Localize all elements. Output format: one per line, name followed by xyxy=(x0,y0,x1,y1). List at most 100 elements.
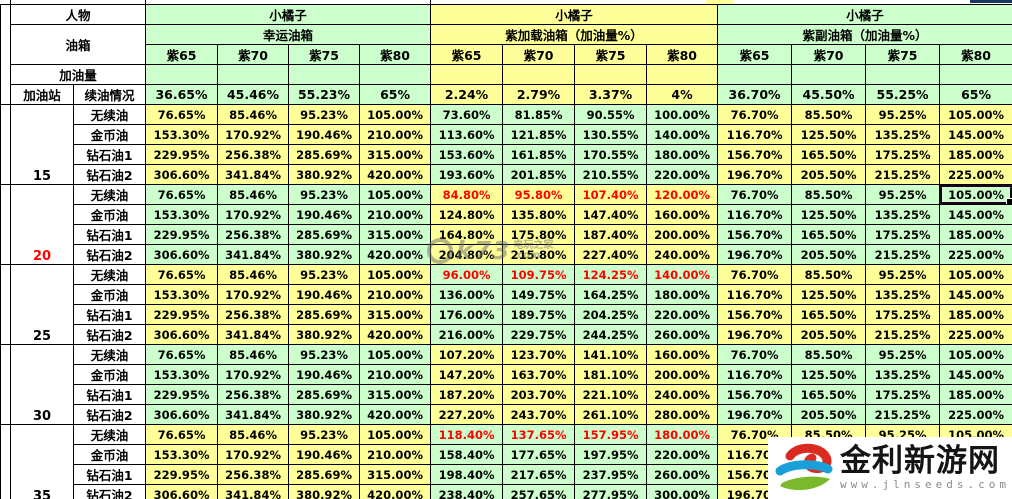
value-cell[interactable]: 76.70% xyxy=(717,104,793,125)
value-cell[interactable]: 229.95% xyxy=(145,464,219,485)
value-cell[interactable]: 157.95% xyxy=(574,424,648,445)
empty-cell[interactable] xyxy=(359,64,432,85)
corner-col-cell[interactable] xyxy=(0,184,11,265)
value-cell[interactable]: 85.46% xyxy=(217,344,290,365)
tank-name-cell[interactable]: 紫加载油箱（加油量%） xyxy=(430,24,719,45)
value-cell[interactable]: 105.00% xyxy=(359,184,432,205)
value-cell[interactable]: 118.40% xyxy=(430,424,504,445)
value-cell[interactable]: 201.85% xyxy=(502,164,576,185)
value-cell[interactable]: 164.25% xyxy=(574,284,648,305)
row-label-cell[interactable]: 钻石油2 xyxy=(72,164,147,185)
value-cell[interactable]: 84.80% xyxy=(430,184,504,205)
value-cell[interactable]: 156.70% xyxy=(717,144,793,165)
value-cell[interactable]: 227.40% xyxy=(574,244,648,265)
value-cell[interactable]: 153.30% xyxy=(145,124,219,145)
value-cell[interactable]: 124.25% xyxy=(574,264,648,285)
value-cell[interactable]: 204.25% xyxy=(574,304,648,325)
column-header-cell[interactable]: 紫70 xyxy=(791,44,867,65)
value-cell[interactable]: 156.70% xyxy=(717,224,793,245)
value-cell[interactable]: 315.00% xyxy=(359,224,432,245)
row-label-cell[interactable]: 金币油 xyxy=(72,444,147,465)
value-cell[interactable]: 193.60% xyxy=(430,164,504,185)
value-cell[interactable]: 85.50% xyxy=(791,184,867,205)
value-cell[interactable]: 285.69% xyxy=(288,224,361,245)
value-cell[interactable]: 229.95% xyxy=(145,224,219,245)
value-cell[interactable]: 95.25% xyxy=(865,104,941,125)
value-cell[interactable]: 306.60% xyxy=(145,244,219,265)
value-cell[interactable]: 300.00% xyxy=(646,484,719,499)
value-cell[interactable]: 125.50% xyxy=(791,124,867,145)
value-cell[interactable]: 196.70% xyxy=(717,404,793,425)
value-cell[interactable]: 130.55% xyxy=(574,124,648,145)
value-cell[interactable]: 135.25% xyxy=(865,204,941,225)
value-cell[interactable]: 285.69% xyxy=(288,304,361,325)
value-cell[interactable]: 116.70% xyxy=(717,364,793,385)
value-cell[interactable]: 141.10% xyxy=(574,344,648,365)
value-cell[interactable]: 190.46% xyxy=(288,444,361,465)
row-label-cell[interactable]: 无续油 xyxy=(72,104,147,125)
value-cell[interactable]: 76.70% xyxy=(717,264,793,285)
value-cell[interactable]: 120.00% xyxy=(646,184,719,205)
refuel-status-header-cell[interactable]: 续油情况 xyxy=(72,84,147,105)
value-cell[interactable]: 85.46% xyxy=(217,424,290,445)
base-rate-cell[interactable]: 36.65% xyxy=(145,84,219,105)
value-cell[interactable]: 261.10% xyxy=(574,404,648,425)
value-cell[interactable]: 185.00% xyxy=(939,384,1012,405)
value-cell[interactable]: 76.65% xyxy=(145,424,219,445)
value-cell[interactable]: 277.95% xyxy=(574,484,648,499)
corner-col-cell[interactable] xyxy=(0,264,11,345)
value-cell[interactable]: 170.92% xyxy=(217,364,290,385)
value-cell[interactable]: 170.92% xyxy=(217,124,290,145)
value-cell[interactable]: 190.46% xyxy=(288,364,361,385)
empty-cell[interactable] xyxy=(939,64,1012,85)
base-rate-cell[interactable]: 65% xyxy=(359,84,432,105)
value-cell[interactable]: 107.40% xyxy=(574,184,648,205)
value-cell[interactable]: 190.46% xyxy=(288,124,361,145)
value-cell[interactable]: 105.00% xyxy=(939,104,1012,125)
value-cell[interactable]: 210.00% xyxy=(359,284,432,305)
value-cell[interactable]: 96.00% xyxy=(430,264,504,285)
empty-cell[interactable] xyxy=(217,64,290,85)
value-cell[interactable]: 137.65% xyxy=(502,424,576,445)
value-cell[interactable]: 165.50% xyxy=(791,224,867,245)
value-cell[interactable]: 237.95% xyxy=(574,464,648,485)
value-cell[interactable]: 125.50% xyxy=(791,364,867,385)
value-cell[interactable]: 73.60% xyxy=(430,104,504,125)
character-label-cell[interactable]: 人物 xyxy=(9,4,147,25)
value-cell[interactable]: 135.80% xyxy=(502,204,576,225)
value-cell[interactable]: 420.00% xyxy=(359,404,432,425)
value-cell[interactable]: 256.38% xyxy=(217,144,290,165)
value-cell[interactable]: 187.20% xyxy=(430,384,504,405)
value-cell[interactable]: 153.30% xyxy=(145,284,219,305)
value-cell[interactable]: 256.38% xyxy=(217,304,290,325)
value-cell[interactable]: 180.00% xyxy=(646,144,719,165)
empty-cell[interactable] xyxy=(430,64,504,85)
value-cell[interactable]: 185.00% xyxy=(939,304,1012,325)
value-cell[interactable]: 315.00% xyxy=(359,464,432,485)
value-cell[interactable]: 153.30% xyxy=(145,364,219,385)
value-cell[interactable]: 175.25% xyxy=(865,304,941,325)
value-cell[interactable]: 260.00% xyxy=(646,324,719,345)
value-cell[interactable]: 121.85% xyxy=(502,124,576,145)
value-cell[interactable]: 243.70% xyxy=(502,404,576,425)
corner-col-cell[interactable] xyxy=(0,424,11,499)
value-cell[interactable]: 180.00% xyxy=(646,424,719,445)
value-cell[interactable]: 315.00% xyxy=(359,304,432,325)
value-cell[interactable]: 200.00% xyxy=(646,364,719,385)
value-cell[interactable]: 125.50% xyxy=(791,204,867,225)
value-cell[interactable]: 215.80% xyxy=(502,244,576,265)
value-cell[interactable]: 105.00% xyxy=(359,424,432,445)
column-header-cell[interactable]: 紫65 xyxy=(717,44,793,65)
value-cell[interactable]: 420.00% xyxy=(359,244,432,265)
value-cell[interactable]: 160.00% xyxy=(646,204,719,225)
corner-col-cell[interactable] xyxy=(0,344,11,425)
value-cell[interactable]: 95.25% xyxy=(865,184,941,205)
row-label-cell[interactable]: 钻石油1 xyxy=(72,304,147,325)
value-cell[interactable]: 285.69% xyxy=(288,144,361,165)
empty-cell[interactable] xyxy=(646,64,719,85)
value-cell[interactable]: 113.60% xyxy=(430,124,504,145)
value-cell[interactable]: 153.30% xyxy=(145,444,219,465)
value-cell[interactable]: 203.70% xyxy=(502,384,576,405)
value-cell[interactable]: 163.70% xyxy=(502,364,576,385)
value-cell[interactable]: 200.00% xyxy=(646,224,719,245)
